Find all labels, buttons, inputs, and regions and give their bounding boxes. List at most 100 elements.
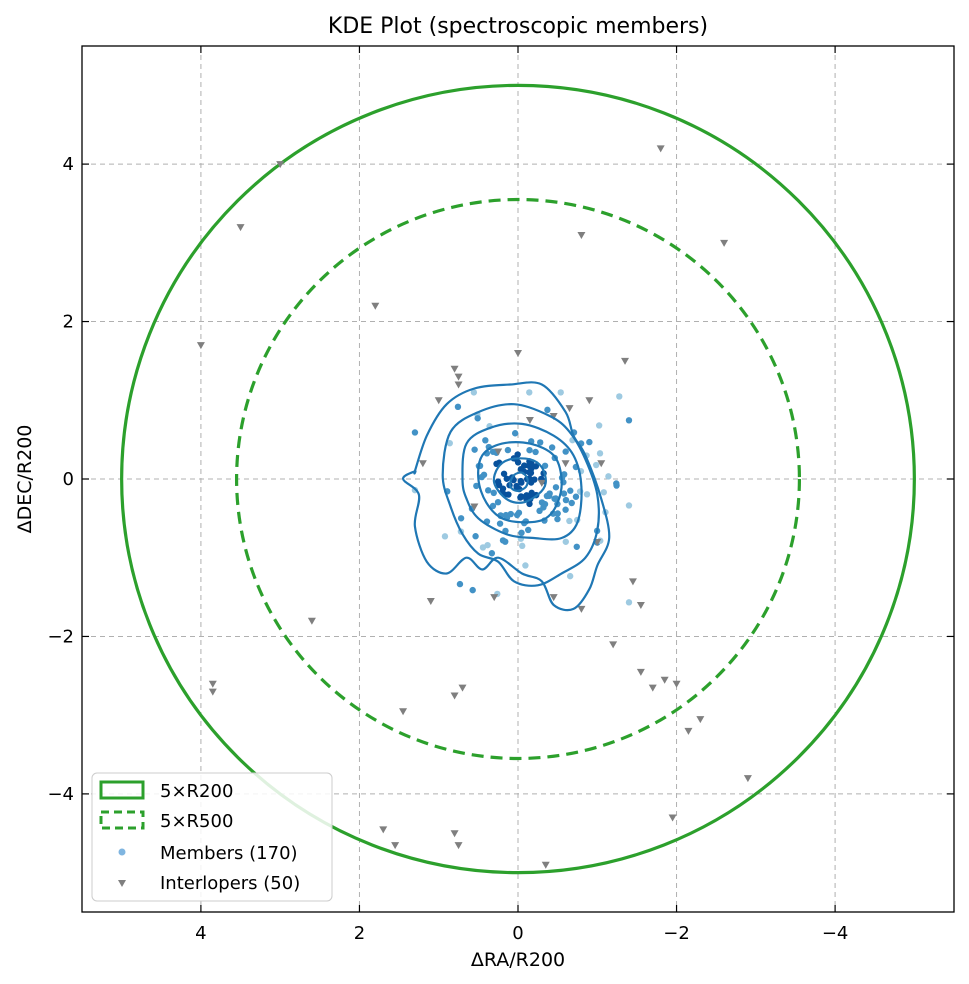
member-point — [573, 543, 580, 550]
interloper-point — [458, 684, 467, 692]
legend-interlopers-marker — [118, 880, 126, 887]
member-point — [566, 572, 574, 580]
member-point — [529, 463, 536, 470]
interloper-point — [549, 413, 558, 421]
x-tick-label: 4 — [195, 923, 206, 944]
member-point — [494, 498, 502, 506]
interloper-point — [494, 448, 503, 456]
interloper-point — [672, 680, 681, 688]
member-point — [625, 599, 633, 606]
member-point — [548, 444, 556, 451]
interlopers-scatter — [196, 145, 752, 869]
member-point — [562, 448, 569, 455]
contour-level-1 — [492, 457, 547, 504]
member-point — [541, 462, 549, 469]
interloper-point — [450, 830, 459, 838]
member-point — [613, 480, 620, 487]
member-point — [583, 491, 591, 498]
member-point — [586, 438, 593, 446]
contour-level-0 — [508, 471, 529, 492]
contour-level-4 — [441, 403, 600, 587]
circle-r200 — [120, 83, 916, 875]
member-point — [526, 500, 533, 508]
circle-r500 — [234, 197, 802, 761]
member-point — [596, 450, 604, 457]
axis-ticks: 4 2 0 −2 −4 4 2 0 −2 −4 — [47, 46, 954, 944]
member-point — [566, 517, 573, 525]
interloper-point — [514, 350, 522, 358]
interloper-point — [656, 145, 665, 153]
x-tick-label: 2 — [354, 923, 365, 944]
member-point — [557, 389, 564, 396]
member-point — [605, 473, 612, 480]
interloper-point — [636, 668, 645, 676]
member-point — [517, 494, 524, 501]
grid — [82, 46, 954, 912]
interloper-point — [379, 826, 388, 834]
member-point — [490, 489, 497, 497]
member-point — [473, 482, 480, 490]
contour-level-3 — [461, 422, 583, 541]
interloper-point — [371, 302, 380, 310]
member-point — [544, 406, 551, 414]
member-point — [482, 437, 489, 444]
member-point — [446, 439, 453, 447]
member-point — [625, 502, 633, 509]
legend-r500-label: 5×R500 — [160, 811, 233, 832]
interloper-point — [597, 460, 606, 468]
interloper-point — [434, 397, 443, 405]
interloper-point — [454, 381, 463, 389]
contour-level-2 — [477, 441, 563, 524]
member-point — [457, 515, 465, 522]
member-point — [507, 510, 514, 518]
member-point — [503, 475, 510, 482]
member-point — [625, 417, 633, 424]
interloper-point — [565, 405, 574, 413]
member-point — [562, 506, 569, 513]
member-point — [515, 509, 523, 516]
x-tick-label: −2 — [663, 923, 690, 944]
interloper-point — [648, 684, 657, 692]
member-point — [499, 537, 507, 544]
member-point — [567, 487, 574, 494]
member-point — [562, 496, 570, 504]
legend-r200-swatch — [99, 780, 145, 800]
interloper-point — [636, 601, 645, 609]
interloper-point — [490, 594, 499, 602]
member-point — [554, 510, 561, 517]
member-point — [545, 492, 553, 500]
interloper-point — [720, 239, 729, 247]
member-point — [592, 461, 600, 469]
interloper-point — [549, 594, 558, 602]
member-point — [470, 389, 478, 396]
member-point — [456, 580, 464, 588]
interloper-point — [399, 708, 408, 716]
legend-interlopers-label: Interlopers (50) — [160, 873, 300, 894]
interloper-point — [196, 342, 205, 350]
member-point — [562, 538, 569, 545]
member-point — [526, 389, 533, 396]
y-tick-label: 2 — [63, 312, 74, 333]
interloper-point — [450, 692, 459, 700]
member-point — [537, 439, 544, 446]
member-point — [511, 430, 519, 437]
y-tick-label: 0 — [63, 469, 74, 490]
interloper-point — [561, 460, 570, 468]
member-point — [504, 446, 512, 454]
y-tick-label: −2 — [47, 626, 74, 647]
interloper-point — [577, 231, 586, 239]
interloper-point — [426, 598, 435, 606]
member-point — [479, 544, 487, 551]
interloper-point — [609, 641, 618, 649]
interloper-point — [391, 842, 400, 850]
member-point — [572, 493, 580, 500]
member-point — [541, 500, 549, 508]
x-tick-label: −4 — [822, 923, 849, 944]
member-point — [500, 470, 508, 477]
interloper-point — [208, 688, 217, 696]
y-tick-label: 4 — [63, 154, 74, 175]
member-point — [474, 415, 481, 422]
interloper-point — [525, 416, 534, 424]
interloper-point — [537, 479, 546, 487]
